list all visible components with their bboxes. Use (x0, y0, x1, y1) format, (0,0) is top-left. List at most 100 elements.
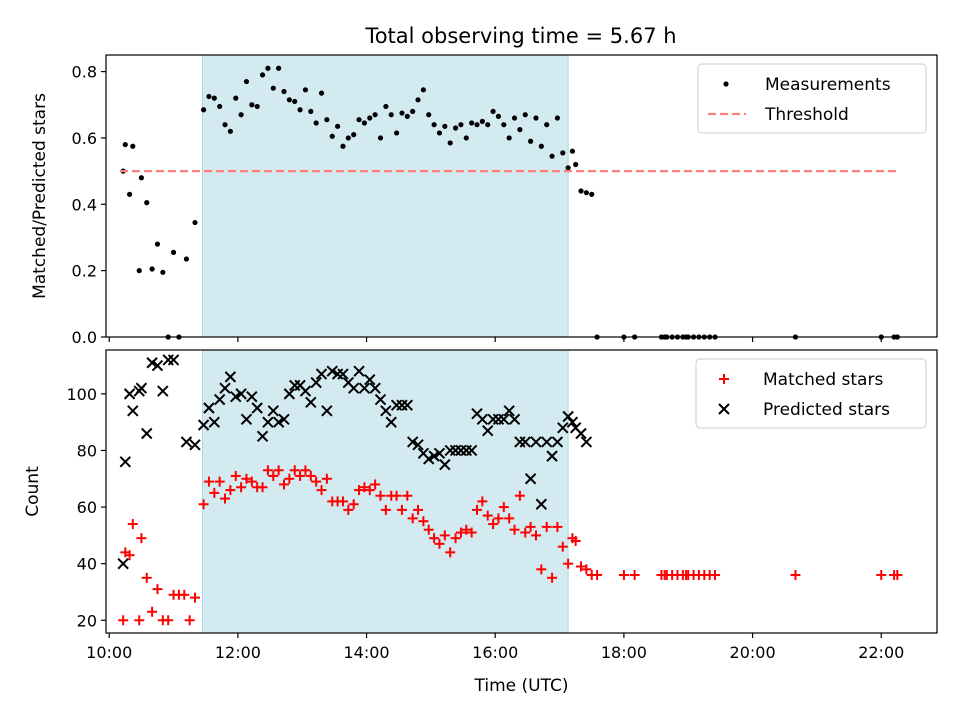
data-point (305, 396, 317, 409)
data-point (118, 615, 129, 626)
data-point (119, 456, 132, 468)
data-point (383, 103, 389, 110)
data-point (501, 122, 507, 128)
y-axis-label: Matched/Predicted stars (30, 93, 50, 299)
data-point (450, 533, 461, 544)
data-point (533, 115, 539, 121)
data-point (551, 436, 564, 448)
data-point (509, 524, 520, 535)
data-point (267, 405, 279, 417)
data-point (170, 249, 177, 255)
data-point (580, 436, 593, 448)
data-point (209, 487, 220, 498)
data-point (472, 504, 483, 515)
data-point (208, 416, 221, 428)
data-point (429, 533, 440, 544)
data-point (127, 405, 139, 417)
data-point (522, 112, 528, 118)
series-predicted-stars (117, 354, 593, 570)
data-point (302, 87, 309, 93)
data-point (278, 479, 289, 490)
data-point (198, 499, 209, 510)
data-point (407, 513, 418, 524)
data-point (465, 444, 478, 457)
data-point (528, 138, 534, 144)
data-point (249, 102, 255, 108)
y-tick-label: 80 (77, 441, 97, 460)
data-point (235, 388, 247, 400)
data-point (146, 357, 158, 369)
data-point (479, 118, 485, 124)
data-point (364, 485, 375, 496)
data-point (514, 490, 525, 501)
data-point (369, 382, 381, 394)
data-point (477, 496, 488, 507)
data-point (410, 108, 416, 114)
data-point (538, 143, 544, 149)
data-point (428, 450, 440, 462)
data-point (179, 589, 190, 600)
data-point (592, 569, 603, 580)
data-point (157, 385, 169, 397)
x-tick-label: 10:00 (86, 643, 132, 662)
data-point (246, 476, 257, 487)
data-point (423, 453, 435, 465)
data-point (180, 436, 193, 448)
data-point (217, 103, 223, 110)
data-point (423, 524, 434, 535)
data-point (257, 482, 268, 493)
data-point (482, 424, 494, 437)
data-point (230, 470, 241, 481)
data-point (463, 135, 469, 141)
data-point (203, 402, 215, 414)
data-point (618, 569, 629, 580)
data-point (498, 502, 509, 513)
data-point (415, 97, 421, 103)
data-point (203, 476, 214, 487)
data-point (305, 470, 316, 481)
legend-label: Measurements (765, 75, 891, 95)
data-point (225, 485, 236, 496)
data-point (540, 436, 553, 448)
data-point (246, 390, 258, 403)
data-point (192, 219, 198, 226)
data-point (273, 465, 284, 476)
data-point (315, 368, 328, 380)
data-point (311, 476, 322, 487)
data-point (364, 374, 376, 386)
series-measurements (120, 65, 900, 340)
data-point (374, 393, 387, 406)
data-point (461, 524, 472, 535)
data-point (557, 422, 569, 434)
data-point (525, 521, 536, 532)
data-point (439, 530, 450, 541)
data-point (495, 113, 502, 119)
data-point (211, 95, 217, 101)
legend-marker (719, 374, 729, 384)
data-point (262, 416, 274, 428)
data-point (530, 530, 541, 541)
data-point (504, 513, 515, 524)
data-point (573, 161, 579, 168)
data-point (206, 93, 212, 100)
data-point (135, 382, 148, 394)
data-point (445, 547, 456, 558)
data-point (442, 123, 448, 129)
axes-frame (105, 54, 938, 338)
data-point (141, 572, 152, 583)
y-tick-label: 0.4 (72, 195, 97, 214)
data-point (167, 354, 180, 366)
legend-box (695, 358, 927, 429)
legend: Measurements Threshold (697, 63, 927, 134)
data-point (361, 120, 368, 126)
data-point (308, 108, 314, 114)
x-tick-label: 20:00 (730, 643, 776, 662)
data-point (485, 122, 491, 128)
data-point (154, 241, 161, 247)
data-point (520, 527, 531, 538)
data-point (563, 558, 574, 569)
data-point (565, 165, 571, 171)
x-tick-label: 18:00 (601, 643, 647, 662)
data-point (493, 513, 504, 524)
data-point (265, 65, 271, 71)
